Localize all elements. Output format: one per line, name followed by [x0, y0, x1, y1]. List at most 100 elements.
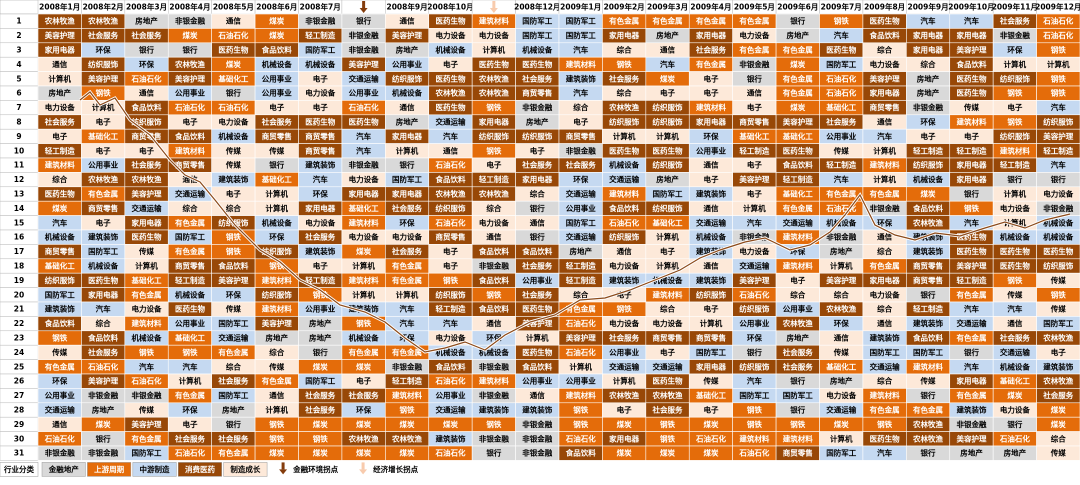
cell-text: 有色金属	[956, 333, 986, 343]
cell-text: 煤炭	[790, 102, 805, 112]
cell-text: 社会服务	[304, 405, 335, 415]
cell-text: 汽车	[660, 59, 675, 69]
cell-text: 有色金属	[956, 289, 986, 299]
arrow-shaft	[361, 462, 365, 470]
cell-text: 综合	[660, 304, 675, 314]
cell-text: 环保	[1007, 45, 1022, 55]
cell-text: 钢铁	[486, 289, 501, 299]
cell-text: 商贸零售	[522, 88, 552, 98]
cell-text: 有色金属	[696, 59, 726, 69]
cell-text: 传媒	[1050, 275, 1066, 285]
cell-text: 计算机	[48, 73, 71, 83]
cell-text: 计算机	[613, 131, 636, 141]
cell-text: 食品饮料	[522, 361, 552, 371]
cell-text: 石油石化	[434, 160, 465, 170]
cell-text: 综合	[573, 102, 588, 112]
cell-text: 通信	[1007, 318, 1022, 328]
cell-text: 交通运输	[609, 174, 639, 184]
cell-text: 轻工制造	[305, 30, 335, 40]
cell-text: 农林牧渔	[782, 318, 813, 328]
cell-text: 电子	[182, 419, 197, 429]
cell-text: 钢铁	[139, 347, 154, 357]
cell-text: 公用事业	[349, 88, 379, 98]
cell-text: 电子	[96, 145, 111, 155]
cell-text: 医药生物	[609, 145, 639, 155]
cell-text: 家用电器	[696, 361, 726, 371]
column-header: 2009年5月	[734, 2, 775, 12]
cell-text: 公用事业	[45, 390, 75, 400]
cell-text: 钢铁	[400, 405, 415, 415]
cell-text: 钢铁	[964, 203, 979, 213]
cell-text: 国防军工	[653, 189, 683, 199]
cell-text: 石油石化	[434, 448, 465, 458]
cell-text: 钢铁	[1051, 73, 1066, 83]
marker-label: 金融环境拐点	[292, 464, 338, 474]
cell-text: 煤炭	[182, 30, 197, 40]
cell-text: 银行	[313, 347, 328, 357]
cell-text: 汽车	[313, 174, 328, 184]
cell-text: 煤炭	[1051, 419, 1066, 429]
cell-text: 房地产	[266, 333, 289, 343]
cell-text: 公用事业	[826, 131, 856, 141]
cell-text: 煤炭	[834, 419, 849, 429]
row-label: 4	[16, 60, 21, 69]
cell-text: 钢铁	[356, 318, 371, 328]
arrow-head	[359, 469, 368, 475]
cell-text: 计算机	[1004, 59, 1027, 69]
cell-text: 房地产	[396, 45, 419, 55]
cell-text: 社会服务	[391, 246, 422, 256]
cell-text: 国防军工	[566, 16, 596, 26]
cell-text: 机械设备	[262, 59, 292, 69]
row-label: 23	[14, 334, 24, 343]
cell-text: 交通运输	[1000, 347, 1030, 357]
cell-text: 家用电器	[609, 30, 639, 40]
column-header: 2008年12月	[514, 2, 560, 12]
cell-text: 机械设备	[349, 333, 379, 343]
cell-text: 银行	[356, 16, 371, 26]
cell-text: 计算机	[656, 232, 679, 242]
cell-text: 银行	[269, 160, 284, 170]
cell-text: 电子	[313, 261, 328, 271]
cell-text: 食品饮料	[870, 30, 900, 40]
cell-text: 建筑材料	[391, 390, 422, 400]
cell-text: 家用电器	[349, 189, 379, 199]
cell-text: 建筑装饰	[695, 275, 726, 285]
cell-text: 电子	[139, 145, 154, 155]
cell-text: 国防军工	[913, 347, 943, 357]
column-header: 2008年10月	[427, 2, 473, 12]
cell-text: 电子	[703, 405, 718, 415]
cell-text: 有色金属	[609, 16, 639, 26]
cell-text: 建筑材料	[348, 217, 379, 227]
cell-text: 农林牧渔	[348, 433, 379, 443]
cell-text: 建筑材料	[44, 160, 75, 170]
row-label: 12	[14, 175, 24, 184]
cell-text: 钢铁	[1051, 88, 1066, 98]
cell-text: 汽车	[356, 131, 371, 141]
cell-text: 钢铁	[182, 347, 197, 357]
cell-text: 基础化工	[695, 390, 726, 400]
column-header: 2009年7月	[821, 2, 862, 12]
cell-text: 农林牧渔	[478, 189, 509, 199]
cell-text: 社会服务	[87, 347, 118, 357]
cell-text: 环保	[96, 45, 111, 55]
cell-text: 电子	[703, 304, 718, 314]
cell-text: 纺织服饰	[1000, 73, 1030, 83]
cell-text: 电子	[617, 405, 632, 415]
cell-text: 钢铁	[313, 289, 328, 299]
cell-text: 环保	[703, 131, 718, 141]
cell-text: 通信	[617, 246, 632, 256]
cell-text: 公用事业	[88, 160, 118, 170]
cell-text: 国防军工	[218, 390, 248, 400]
cell-text: 电子	[747, 189, 762, 199]
cell-text: 纺织服饰	[88, 59, 118, 69]
cell-text: 交通运输	[826, 405, 856, 415]
marker-label: 经济增长拐点	[373, 464, 418, 474]
cell-text: 农林牧渔	[434, 189, 465, 199]
cell-text: 房地产	[309, 318, 332, 328]
cell-text: 有色金属	[45, 361, 75, 371]
cell-text: 建筑材料	[565, 59, 596, 69]
cell-text: 轻工制造	[956, 145, 986, 155]
cell-text: 电子	[313, 102, 328, 112]
cell-text: 社会服务	[999, 16, 1030, 26]
cell-text: 非银金融	[913, 102, 943, 112]
